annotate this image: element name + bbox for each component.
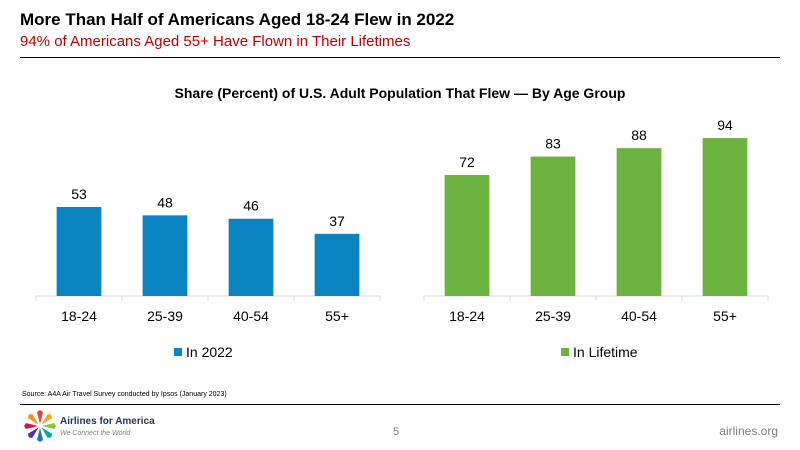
data-label: 94 [717, 117, 733, 133]
title-divider [20, 57, 780, 58]
bar-55-plus [314, 233, 360, 296]
legend-swatch [174, 348, 182, 356]
bar-18-24 [56, 206, 102, 296]
x-tick-label: 55+ [713, 308, 737, 324]
x-tick-label: 25-39 [535, 308, 571, 324]
chart-heading: Share (Percent) of U.S. Adult Population… [174, 85, 626, 101]
logo-name: Airlines for America [60, 416, 155, 427]
data-label: 72 [459, 154, 475, 170]
bar-25-39 [142, 215, 188, 296]
logo-tagline: We Connect the World [60, 430, 131, 437]
legend-swatch [561, 348, 569, 356]
page-number: 5 [393, 426, 400, 438]
site-url[interactable]: airlines.org [719, 424, 778, 438]
legend-in-lifetime: In Lifetime [561, 344, 638, 360]
legend-label: In 2022 [186, 344, 233, 360]
x-tick-label: 18-24 [61, 308, 97, 324]
legend-in-2022: In 2022 [174, 344, 233, 360]
bar-18-24 [444, 175, 490, 296]
x-tick-label: 40-54 [621, 308, 657, 324]
bar-25-39 [530, 156, 576, 296]
x-tick-label: 18-24 [449, 308, 485, 324]
x-tick-label: 40-54 [233, 308, 269, 324]
slide-subtitle: 94% of Americans Aged 55+ Have Flown in … [20, 33, 411, 50]
source-note: Source: A4A Air Travel Survey conducted … [22, 391, 227, 398]
data-label: 53 [71, 186, 87, 202]
legend-label: In Lifetime [573, 344, 638, 360]
bar-40-54 [228, 218, 274, 296]
x-tick-label: 55+ [325, 308, 349, 324]
data-label: 46 [243, 198, 259, 214]
bar-55-plus [702, 138, 748, 296]
slide-title: More Than Half of Americans Aged 18-24 F… [20, 10, 455, 29]
x-tick-label: 25-39 [147, 308, 183, 324]
footer-divider [20, 404, 780, 405]
data-label: 37 [329, 213, 345, 229]
airlines-for-america-logo [24, 410, 56, 442]
data-label: 83 [545, 136, 561, 152]
data-label: 88 [631, 127, 647, 143]
data-label: 48 [157, 194, 173, 210]
bar-40-54 [616, 148, 662, 296]
